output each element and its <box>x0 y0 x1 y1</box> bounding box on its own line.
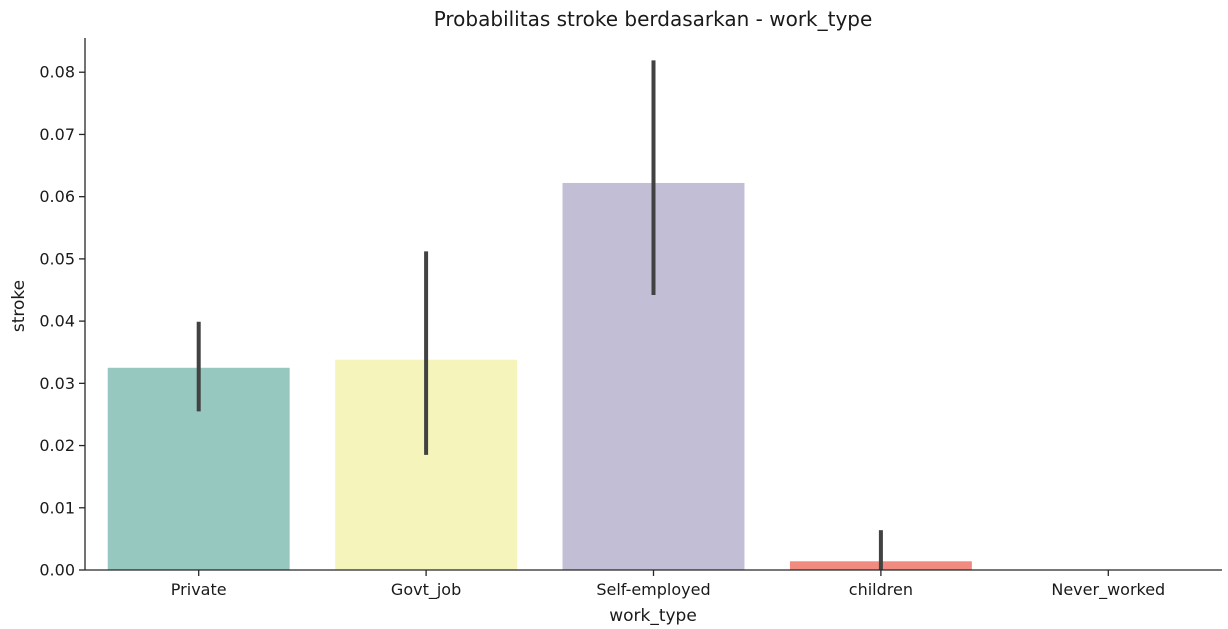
x-axis-label: work_type <box>609 606 697 626</box>
x-tick-label: Govt_job <box>391 580 461 600</box>
error-bars-group <box>196 60 883 570</box>
y-tick-label: 0.00 <box>39 561 75 580</box>
chart-title: Probabilitas stroke berdasarkan - work_t… <box>434 7 873 31</box>
y-tick-label: 0.04 <box>39 312 75 331</box>
x-tick-label: Never_worked <box>1051 580 1165 600</box>
y-tick-label: 0.05 <box>39 249 75 268</box>
x-tick-label: Self-employed <box>596 580 710 599</box>
y-axis: 0.00 0.01 0.02 0.03 0.04 0.05 0.06 0.07 0.08 <box>39 38 86 580</box>
bars-group <box>107 182 972 570</box>
y-tick-label: 0.06 <box>39 187 75 206</box>
y-tick-label: 0.02 <box>39 436 75 455</box>
x-axis: Private Govt_job Self-employed children Neve… <box>85 569 1222 600</box>
y-tick-label: 0.03 <box>39 374 75 393</box>
x-tick-label: children <box>849 580 913 599</box>
y-tick-label: 0.07 <box>39 125 75 144</box>
y-axis-label: stroke <box>9 280 29 332</box>
y-tick-label: 0.01 <box>39 498 75 517</box>
y-tick-label: 0.08 <box>39 63 75 82</box>
x-tick-label: Private <box>171 580 227 599</box>
